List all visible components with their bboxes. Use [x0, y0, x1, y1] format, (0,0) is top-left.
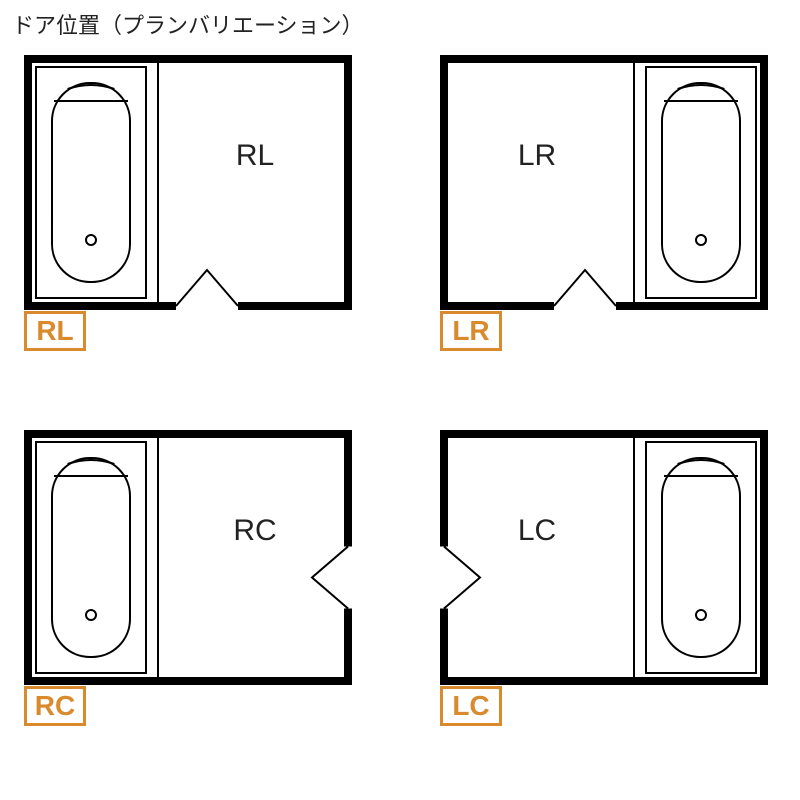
bathtub-left [36, 59, 158, 306]
plan-interior-label: RL [236, 139, 274, 172]
plan-interior-label: LC [518, 514, 556, 547]
plan-code-tag: LC [440, 686, 502, 726]
plan-code-tag: RC [24, 686, 86, 726]
door-swing-icon [554, 270, 616, 306]
walls [24, 55, 352, 310]
plan-rc: RC RC [24, 430, 352, 745]
floorplan-svg: LR [440, 55, 768, 310]
bathtub-right [634, 59, 756, 306]
bathtub-right [634, 434, 756, 681]
floorplan-svg: RL [24, 55, 352, 310]
floorplan-svg: LC [440, 430, 768, 685]
plan-interior-label: RC [233, 514, 276, 547]
walls [440, 430, 768, 685]
door-swing-icon [176, 270, 238, 306]
plan-lr: LR LR [440, 55, 768, 370]
plan-lc: LC LC [440, 430, 768, 745]
walls [24, 430, 352, 685]
plan-code-tag: LR [440, 311, 502, 351]
walls [440, 55, 768, 310]
door-swing-icon [444, 547, 480, 609]
plan-code-tag: RL [24, 311, 86, 351]
page-title: ドア位置（プランバリエーション） [12, 8, 364, 40]
floorplan-svg: RC [24, 430, 352, 685]
door-swing-icon [312, 547, 348, 609]
plan-interior-label: LR [518, 139, 556, 172]
bathtub-left [36, 434, 158, 681]
plan-rl: RL RL [24, 55, 352, 370]
